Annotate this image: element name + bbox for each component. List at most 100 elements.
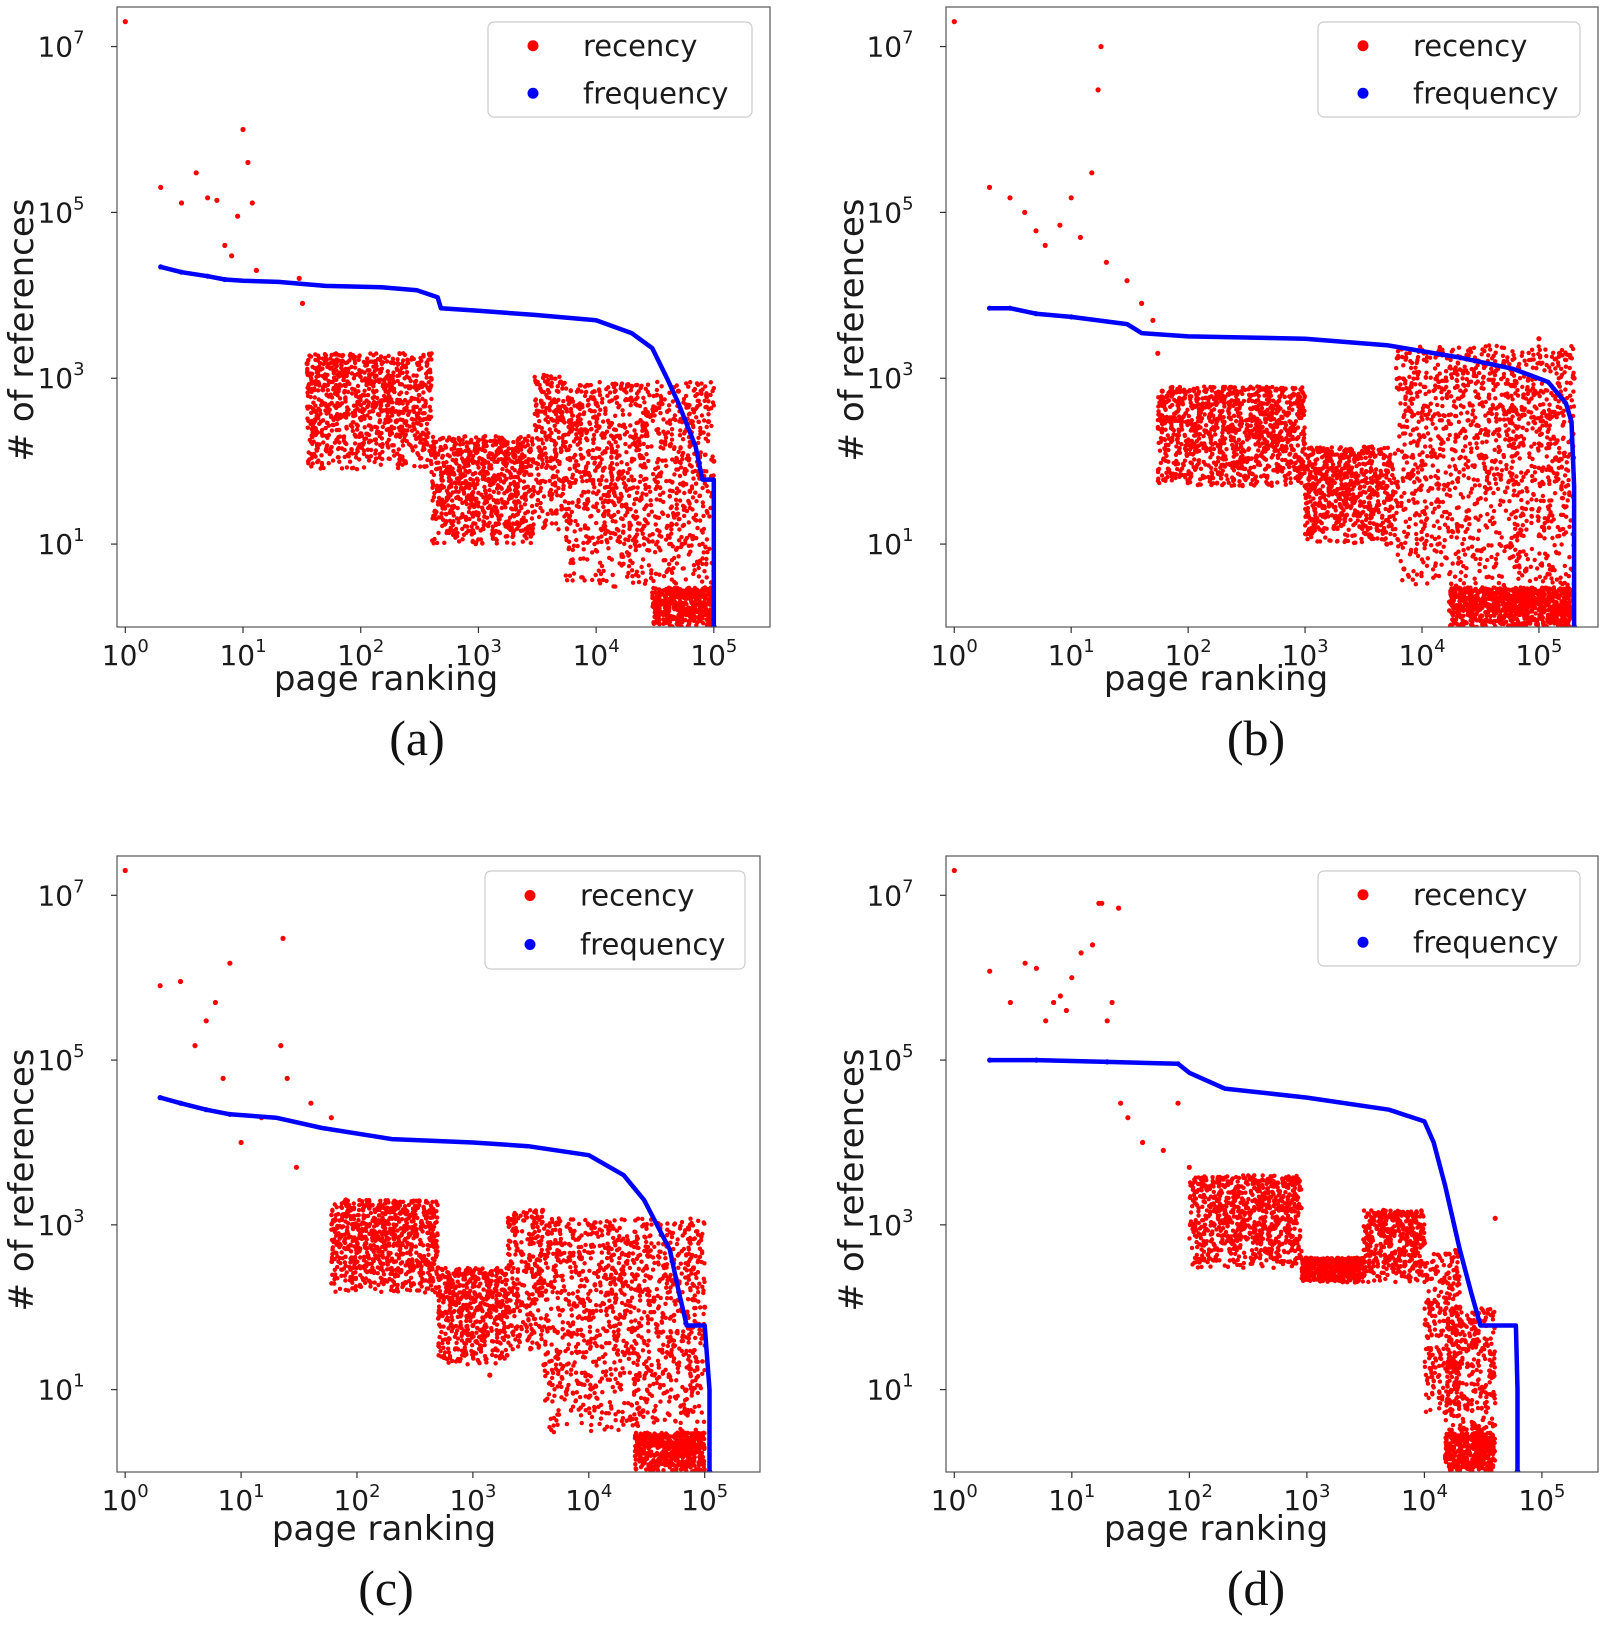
recency-point [540, 404, 545, 409]
recency-point [1262, 467, 1268, 472]
recency-point [615, 433, 620, 439]
recency-point [452, 531, 457, 536]
recency-point [335, 446, 341, 452]
recency-point [380, 360, 386, 365]
recency-point [328, 413, 334, 418]
recency-point [667, 478, 672, 484]
recency-point [1217, 450, 1223, 455]
recency-point [315, 388, 321, 393]
recency-point [603, 509, 608, 514]
recency-point [1204, 449, 1209, 454]
recency-point [1194, 465, 1199, 470]
recency-point [319, 464, 325, 469]
recency-point [443, 443, 448, 449]
recency-point [652, 514, 658, 519]
recency-point [1297, 403, 1302, 408]
recency-point [582, 501, 587, 507]
recency-point [616, 509, 621, 515]
recency-point [555, 493, 560, 498]
recency-point [625, 574, 630, 579]
recency-point [685, 453, 691, 458]
recency-point [704, 575, 709, 580]
recency-point [494, 538, 499, 543]
recency-point [424, 375, 429, 380]
recency-point [1225, 477, 1230, 482]
recency-point [379, 409, 384, 414]
recency-point [517, 478, 523, 483]
recency-point [1203, 423, 1209, 428]
recency-point [532, 374, 537, 380]
recency-point [678, 598, 683, 604]
recency-point [644, 452, 649, 457]
recency-point [1269, 455, 1274, 460]
recency-point [647, 548, 652, 553]
recency-point [1183, 411, 1188, 416]
recency-point [1231, 460, 1237, 465]
recency-point [632, 501, 637, 507]
recency-point [686, 585, 691, 591]
recency-point [456, 539, 462, 544]
recency-point [474, 540, 479, 545]
recency-point [1276, 462, 1281, 468]
recency-point [402, 428, 407, 433]
recency-point [567, 458, 573, 463]
recency-point [463, 514, 469, 520]
recency-point [652, 590, 658, 595]
recency-point [1200, 401, 1206, 406]
recency-point [578, 527, 583, 532]
recency-point [475, 525, 480, 530]
recency-point [372, 437, 377, 442]
recency-point [675, 545, 680, 551]
recency-point [676, 612, 681, 618]
recency-point [1201, 459, 1206, 465]
recency-point [695, 525, 700, 531]
recency-point [557, 461, 562, 467]
recency-point [320, 388, 326, 393]
recency-point [1196, 461, 1201, 466]
recency-point [567, 419, 573, 425]
recency-point [691, 618, 697, 623]
recency-point [506, 485, 512, 490]
recency-point [566, 432, 571, 437]
recency-point [703, 405, 708, 410]
recency-point [582, 525, 587, 531]
recency-point [688, 549, 693, 554]
recency-point [1185, 407, 1190, 412]
recency-point [1169, 478, 1175, 483]
recency-point [641, 395, 646, 401]
recency-point [658, 410, 663, 416]
recency-point [1245, 437, 1250, 442]
recency-point [1230, 446, 1236, 451]
recency-point [1203, 401, 1209, 406]
recency-point [1222, 401, 1227, 406]
recency-point [414, 436, 419, 442]
recency-point [1262, 456, 1267, 461]
recency-point [460, 500, 465, 506]
recency-point [395, 397, 400, 402]
recency-point [534, 477, 539, 482]
recency-point [357, 416, 363, 421]
recency-point [1256, 448, 1261, 453]
recency-point [335, 402, 341, 407]
recency-point [624, 462, 630, 467]
recency-point [504, 489, 510, 494]
recency-point [1233, 430, 1238, 435]
recency-point [691, 571, 696, 577]
recency-point [419, 358, 424, 363]
recency-point [1231, 413, 1237, 418]
recency-point [703, 545, 708, 550]
recency-point [706, 412, 711, 417]
recency-point [1276, 405, 1281, 410]
recency-point [330, 379, 335, 385]
recency-point [549, 437, 554, 443]
legend-marker-recency [527, 40, 539, 52]
recency-point [557, 406, 563, 411]
recency-point [378, 462, 383, 467]
recency-point [432, 490, 437, 496]
recency-point [341, 377, 346, 383]
recency-point [1275, 455, 1281, 461]
recency-point [614, 526, 620, 532]
recency-point [1194, 397, 1199, 402]
recency-point [611, 436, 616, 442]
recency-point [392, 380, 397, 385]
